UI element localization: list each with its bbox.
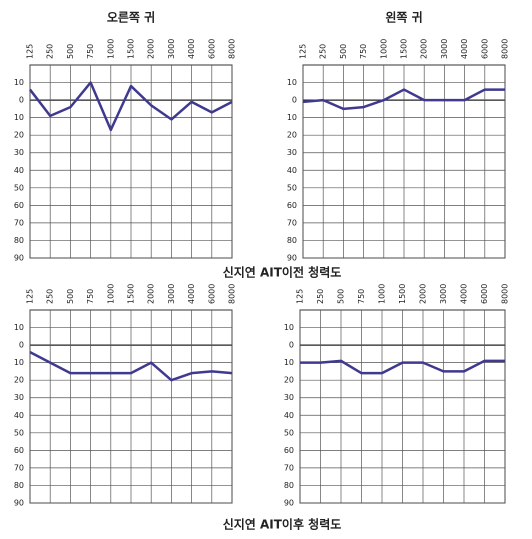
y-tick-label: 20 — [14, 376, 24, 385]
x-tick-label: 1000 — [378, 284, 387, 304]
y-tick-label: 20 — [14, 131, 24, 140]
x-tick-label: 6000 — [480, 39, 489, 59]
x-tick-label: 8000 — [228, 39, 237, 59]
x-tick-label: 1500 — [127, 39, 136, 59]
x-tick-label: 1500 — [398, 284, 407, 304]
y-tick-label: 40 — [14, 411, 24, 420]
x-tick-label: 3000 — [167, 284, 176, 304]
y-tick-label: 50 — [14, 428, 24, 437]
y-tick-label: 10 — [14, 323, 24, 332]
y-tick-label: 50 — [14, 183, 24, 192]
y-tick-label: 30 — [14, 393, 24, 402]
x-tick-label: 500 — [66, 44, 75, 59]
caption: 신지연 AIT이후 청력도 — [223, 517, 342, 532]
y-tick-label: 0 — [289, 341, 294, 350]
y-tick-label: 10 — [14, 113, 24, 122]
x-tick-label: 750 — [86, 289, 95, 304]
y-tick-label: 20 — [287, 131, 297, 140]
y-tick-label: 10 — [287, 78, 297, 87]
hearing-line — [302, 88, 505, 111]
x-tick-label: 750 — [86, 44, 95, 59]
x-tick-label: 1500 — [127, 284, 136, 304]
x-tick-label: 250 — [46, 44, 55, 59]
x-tick-label: 125 — [26, 289, 35, 304]
y-tick-label: 60 — [14, 201, 24, 210]
y-tick-label: 30 — [287, 148, 297, 157]
y-tick-label: 50 — [287, 183, 297, 192]
x-tick-label: 4000 — [460, 284, 469, 304]
y-tick-label: 70 — [14, 463, 24, 472]
y-tick-label: 0 — [19, 341, 24, 350]
y-tick-label: 30 — [284, 393, 294, 402]
y-tick-label: 40 — [287, 166, 297, 175]
x-tick-label: 3000 — [167, 39, 176, 59]
hearing-line — [29, 81, 233, 132]
y-tick-label: 70 — [14, 218, 24, 227]
x-tick-label: 500 — [339, 44, 348, 59]
chart-title: 오른쪽 귀 — [107, 10, 155, 25]
y-tick-label: 20 — [284, 376, 294, 385]
y-tick-label: 60 — [14, 446, 24, 455]
x-tick-label: 2000 — [419, 284, 428, 304]
x-tick-label: 3000 — [440, 39, 449, 59]
y-tick-label: 90 — [14, 499, 24, 508]
x-tick-label: 1000 — [106, 39, 115, 59]
x-tick-label: 8000 — [501, 284, 510, 304]
x-tick-label: 250 — [316, 289, 325, 304]
y-tick-label: 10 — [284, 323, 294, 332]
x-tick-label: 6000 — [207, 39, 216, 59]
x-tick-label: 2000 — [147, 39, 156, 59]
y-tick-label: 10 — [14, 78, 24, 87]
x-tick-label: 1000 — [379, 39, 388, 59]
x-tick-label: 500 — [337, 289, 346, 304]
y-tick-label: 90 — [284, 499, 294, 508]
x-tick-label: 6000 — [207, 284, 216, 304]
hearing-line — [29, 351, 233, 382]
y-tick-label: 90 — [287, 254, 297, 263]
x-tick-label: 2000 — [420, 39, 429, 59]
y-tick-label: 10 — [287, 113, 297, 122]
y-tick-label: 80 — [14, 481, 24, 490]
y-tick-label: 60 — [287, 201, 297, 210]
y-tick-label: 40 — [284, 411, 294, 420]
chart-title: 왼쪽 귀 — [385, 10, 422, 25]
y-tick-label: 0 — [292, 96, 297, 105]
caption: 신지연 AIT이전 청력도 — [223, 265, 342, 280]
y-tick-label: 80 — [14, 236, 24, 245]
y-tick-label: 60 — [284, 446, 294, 455]
x-tick-label: 3000 — [439, 284, 448, 304]
y-tick-label: 90 — [14, 254, 24, 263]
x-tick-label: 125 — [26, 44, 35, 59]
x-tick-label: 750 — [357, 289, 366, 304]
x-tick-label: 4000 — [187, 284, 196, 304]
y-tick-label: 50 — [284, 428, 294, 437]
x-tick-label: 8000 — [228, 284, 237, 304]
x-tick-label: 125 — [296, 289, 305, 304]
y-tick-label: 10 — [14, 358, 24, 367]
x-tick-label: 8000 — [501, 39, 510, 59]
x-tick-label: 250 — [46, 289, 55, 304]
x-tick-label: 4000 — [187, 39, 196, 59]
x-tick-label: 1000 — [106, 284, 115, 304]
x-tick-label: 500 — [66, 289, 75, 304]
x-tick-label: 750 — [359, 44, 368, 59]
y-tick-label: 10 — [284, 358, 294, 367]
x-tick-label: 1500 — [400, 39, 409, 59]
x-tick-label: 6000 — [480, 284, 489, 304]
x-tick-label: 2000 — [147, 284, 156, 304]
x-tick-label: 125 — [299, 44, 308, 59]
x-tick-label: 4000 — [460, 39, 469, 59]
x-tick-label: 250 — [319, 44, 328, 59]
y-tick-label: 40 — [14, 166, 24, 175]
y-tick-label: 30 — [14, 148, 24, 157]
y-tick-label: 70 — [284, 463, 294, 472]
y-tick-label: 80 — [284, 481, 294, 490]
y-tick-label: 0 — [19, 96, 24, 105]
y-tick-label: 70 — [287, 218, 297, 227]
hearing-line — [300, 359, 505, 375]
y-tick-label: 80 — [287, 236, 297, 245]
